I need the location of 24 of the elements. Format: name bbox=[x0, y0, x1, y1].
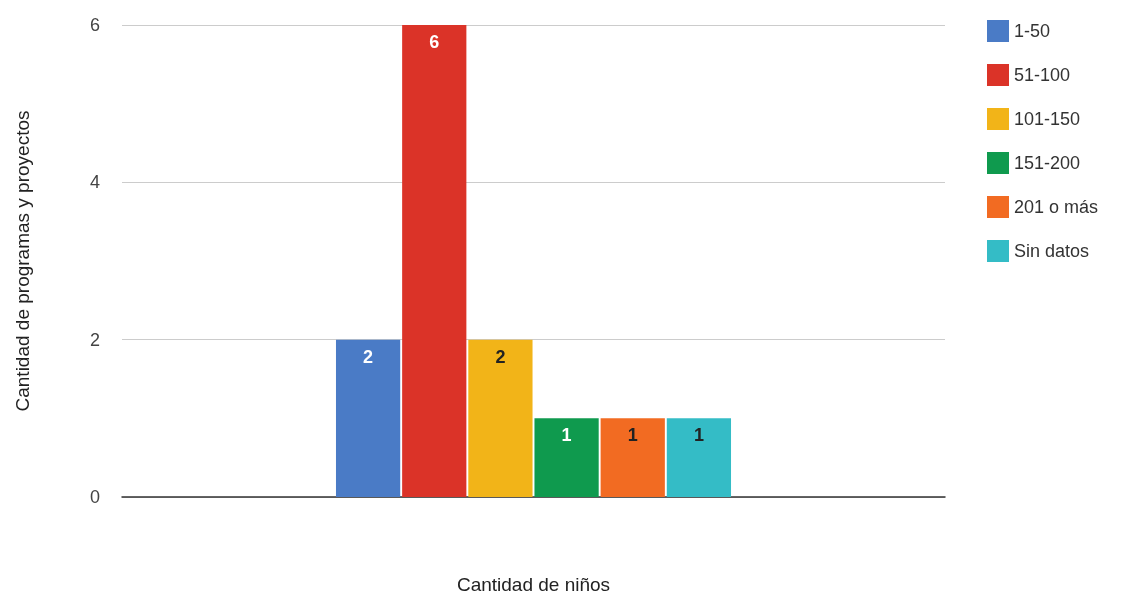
y-tick-label: 0 bbox=[89, 487, 100, 507]
bar bbox=[534, 418, 599, 497]
legend-label: Sin datos bbox=[1014, 241, 1090, 261]
y-tick-label: 6 bbox=[89, 15, 100, 35]
data-label: 1 bbox=[627, 425, 638, 446]
data-label: 2 bbox=[363, 346, 374, 367]
bar bbox=[402, 25, 467, 497]
y-tick-label: 4 bbox=[89, 172, 100, 193]
legend-label: 101-150 bbox=[1014, 109, 1081, 129]
legend-label: 51-100 bbox=[1014, 65, 1071, 85]
legend-label: 1-50 bbox=[1014, 21, 1051, 41]
y-axis-title: Cantidad de programas y proyectos bbox=[12, 110, 33, 412]
bar bbox=[600, 418, 665, 497]
bar bbox=[468, 339, 533, 497]
bar bbox=[666, 418, 732, 497]
data-label: 2 bbox=[495, 346, 506, 367]
bar bbox=[335, 339, 401, 497]
legend-label: 201 o más bbox=[1014, 197, 1099, 217]
legend-label: 151-200 bbox=[1014, 153, 1081, 173]
data-label: 1 bbox=[693, 425, 704, 446]
y-tick-label: 2 bbox=[89, 329, 100, 350]
data-label: 1 bbox=[561, 425, 572, 446]
data-label: 6 bbox=[429, 32, 440, 52]
x-axis-title: Cantidad de niños bbox=[456, 574, 611, 595]
